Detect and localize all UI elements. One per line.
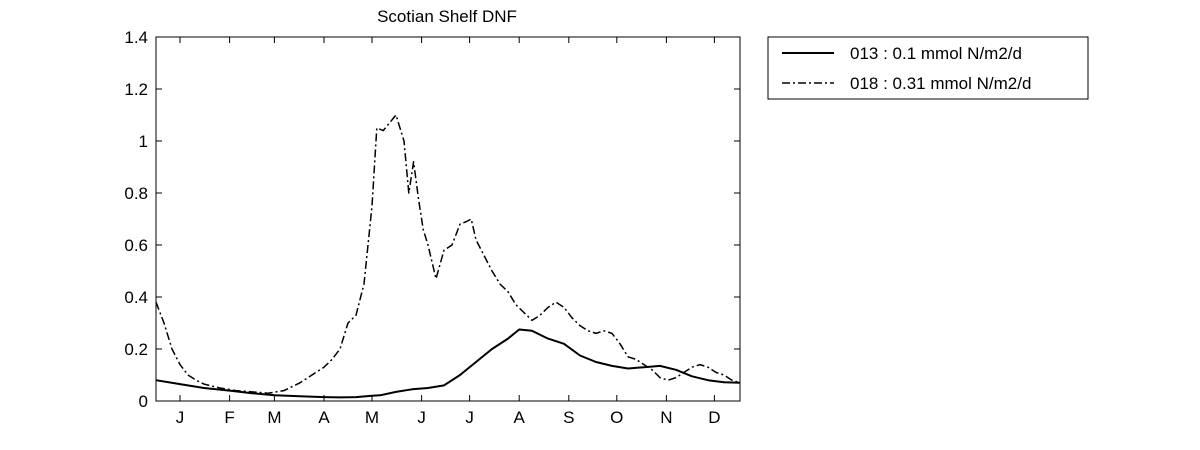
x-tick-label: A bbox=[514, 408, 526, 427]
x-tick-label: M bbox=[365, 408, 379, 427]
y-tick-label: 0.2 bbox=[124, 340, 148, 359]
legend-label-018: 018 : 0.31 mmol N/m2/d bbox=[850, 74, 1031, 93]
legend-box bbox=[767, 36, 1089, 100]
y-tick-label: 0.4 bbox=[124, 288, 148, 307]
x-tick-label: J bbox=[417, 408, 426, 427]
y-tick-label: 1 bbox=[139, 132, 148, 151]
series-lines bbox=[155, 114, 741, 399]
chart-title: Scotian Shelf DNF bbox=[377, 7, 517, 26]
y-tick-label: 1.4 bbox=[124, 28, 148, 47]
x-tick-label: J bbox=[176, 408, 185, 427]
x-tick-label: N bbox=[660, 408, 672, 427]
plot-frame bbox=[155, 36, 741, 402]
legend-label-013: 013 : 0.1 mmol N/m2/d bbox=[850, 44, 1022, 63]
legend: 013 : 0.1 mmol N/m2/d 018 : 0.31 mmol N/… bbox=[767, 36, 1089, 100]
y-tick-label: 0.8 bbox=[124, 184, 148, 203]
x-tick-label: O bbox=[610, 408, 623, 427]
y-tick-label: 1.2 bbox=[124, 80, 148, 99]
x-tick-label: F bbox=[224, 408, 234, 427]
plot-area: 0 0.2 0.4 0.6 0.8 1 1.2 1.4 J F M A M J J A S O N D bbox=[124, 28, 741, 427]
y-tick-label: 0.6 bbox=[124, 236, 148, 255]
series-line-0 bbox=[155, 328, 741, 399]
x-tick-label: A bbox=[318, 408, 330, 427]
x-tick-label: S bbox=[563, 408, 574, 427]
x-tick-label: J bbox=[465, 408, 474, 427]
x-tick-label: M bbox=[267, 408, 281, 427]
x-tick-label: D bbox=[708, 408, 720, 427]
series-line-1 bbox=[155, 114, 741, 394]
y-tick-label: 0 bbox=[139, 392, 148, 411]
y-axis-ticks: 0 0.2 0.4 0.6 0.8 1 1.2 1.4 bbox=[124, 28, 740, 411]
